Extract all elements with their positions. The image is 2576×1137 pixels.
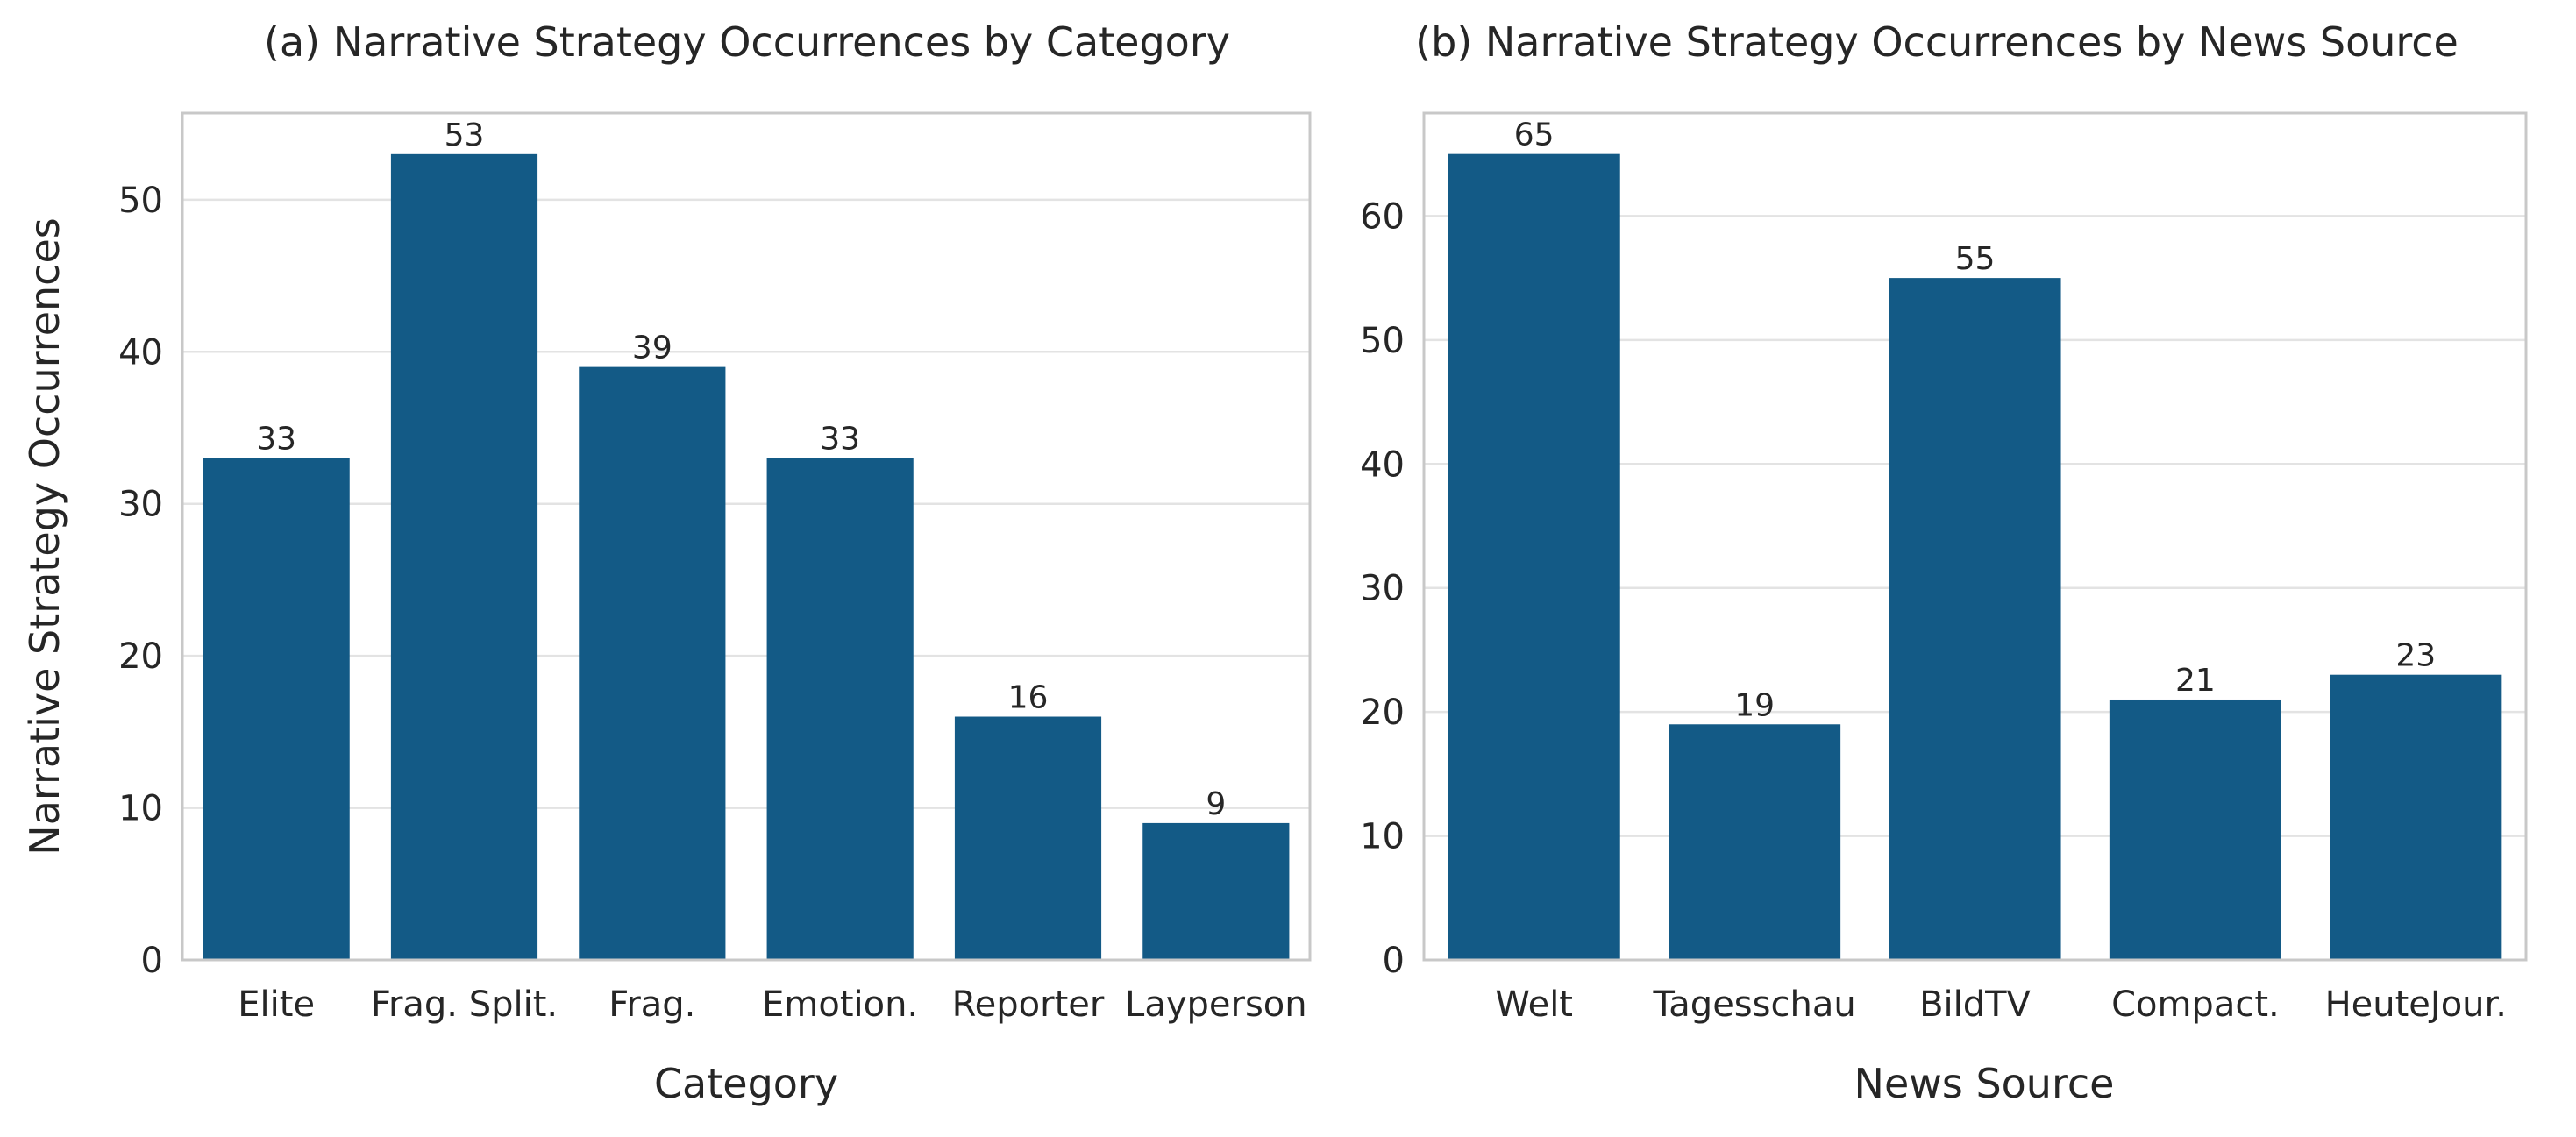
data-labels-category: 33 53 39 33 16 9 — [256, 117, 1226, 822]
x-tick-label: HeuteJour. — [2325, 984, 2507, 1025]
y-tick-label: 0 — [1383, 941, 1405, 981]
plot-frame-news-source — [1422, 111, 2528, 962]
bars-category — [203, 153, 1290, 960]
data-label: 19 — [1734, 687, 1775, 723]
x-tick-label: Frag. Split. — [371, 984, 558, 1025]
chart-title-news-source: (b) Narrative Strategy Occurrences by Ne… — [1415, 18, 2459, 66]
bar — [203, 458, 350, 960]
bar — [1669, 724, 1841, 960]
data-label: 23 — [2395, 638, 2436, 674]
y-ticks-news-source: 0 10 20 30 40 50 60 — [1360, 196, 1405, 981]
x-ticks-category: Elite Frag. Split. Frag. Emotion. Reporter La… — [238, 984, 1306, 1025]
x-tick-label: Layperson — [1125, 984, 1307, 1025]
bar — [390, 153, 538, 960]
y-tick-label: 20 — [118, 636, 163, 677]
gridlines-category — [182, 198, 1310, 809]
x-tick-label: BildTV — [1919, 984, 2031, 1025]
y-tick-label: 30 — [118, 485, 163, 525]
data-label: 65 — [1514, 117, 1555, 153]
data-label: 21 — [2175, 663, 2216, 699]
y-tick-label: 50 — [1360, 321, 1405, 361]
chart-title-category: (a) Narrative Strategy Occurrences by Ca… — [264, 18, 1230, 66]
y-tick-label: 20 — [1360, 693, 1405, 733]
y-tick-label: 10 — [118, 789, 163, 829]
y-tick-label: 40 — [118, 332, 163, 373]
data-label: 9 — [1206, 786, 1226, 822]
data-label: 53 — [445, 117, 485, 153]
bar — [766, 458, 914, 960]
data-label: 33 — [820, 422, 860, 458]
bar — [1142, 822, 1290, 960]
x-tick-label: Compact. — [2111, 984, 2280, 1025]
y-tick-label: 10 — [1360, 817, 1405, 857]
bar — [1889, 278, 2061, 960]
bar — [2330, 674, 2502, 960]
y-ticks-category: 0 10 20 30 40 50 — [118, 181, 163, 981]
bar — [2109, 699, 2281, 960]
x-tick-label: Welt — [1495, 984, 1573, 1025]
y-tick-label: 30 — [1360, 569, 1405, 609]
x-axis-label-news-source: News Source — [1854, 1060, 2115, 1107]
y-tick-label: 60 — [1360, 196, 1405, 237]
y-tick-label: 50 — [118, 181, 163, 221]
bar — [579, 366, 726, 960]
x-tick-label: Elite — [238, 984, 315, 1025]
y-tick-label: 0 — [141, 941, 163, 981]
data-labels-news-source: 65 19 55 21 23 — [1514, 117, 2436, 724]
x-axis-label-category: Category — [654, 1060, 838, 1107]
x-tick-label: Emotion. — [762, 984, 918, 1025]
y-tick-label: 40 — [1360, 444, 1405, 485]
bars-news-source — [1448, 153, 2502, 961]
data-label: 16 — [1008, 680, 1049, 716]
data-label: 39 — [632, 330, 672, 366]
x-tick-label: Tagesschau — [1652, 984, 1855, 1025]
data-label: 33 — [256, 422, 296, 458]
plot-frame-category — [181, 111, 1312, 962]
x-ticks-news-source: Welt Tagesschau BildTV Compact. HeuteJour. — [1495, 984, 2507, 1025]
x-tick-label: Reporter — [952, 984, 1105, 1025]
bar — [1448, 153, 1620, 961]
bar — [954, 716, 1102, 960]
data-label: 55 — [1955, 241, 1996, 277]
x-tick-label: Frag. — [608, 984, 695, 1025]
chart-panel-news-source: (b) Narrative Strategy Occurrences by Ne… — [1360, 18, 2528, 1107]
chart-panel-category: (a) Narrative Strategy Occurrences by Ca… — [21, 18, 1312, 1107]
y-axis-label: Narrative Strategy Occurrences — [21, 217, 68, 855]
